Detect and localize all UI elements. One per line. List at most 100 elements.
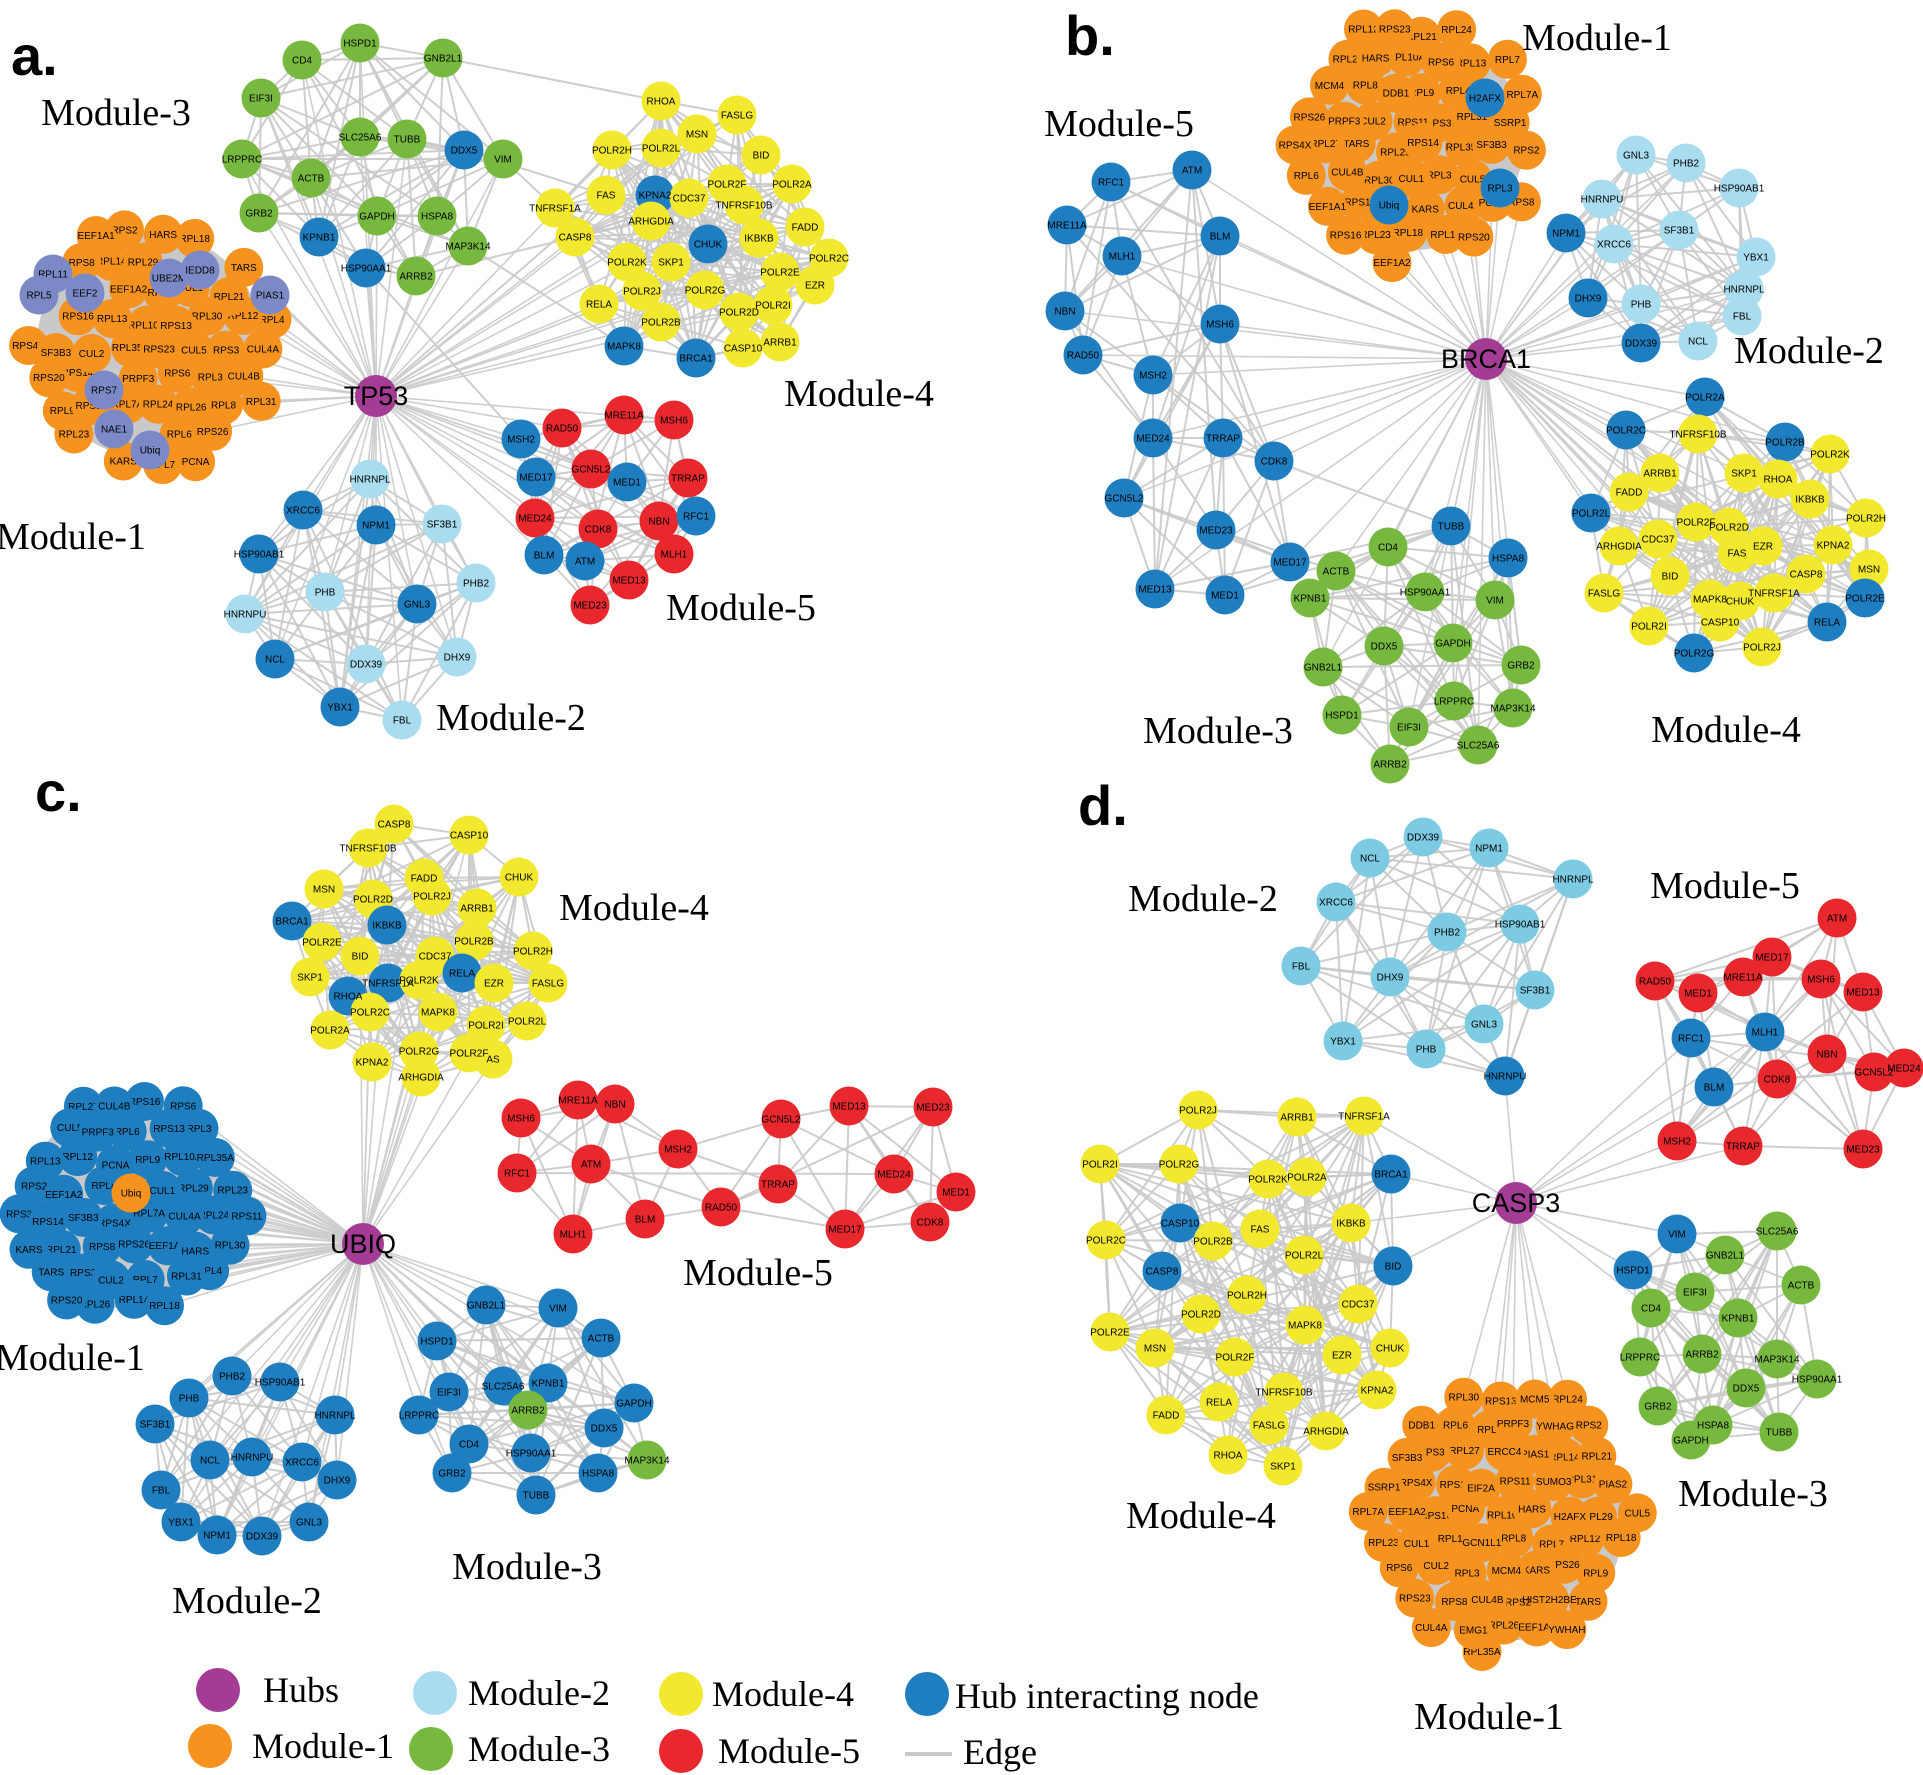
- svg-text:POLR2B: POLR2B: [454, 937, 494, 948]
- svg-text:POLR2B: POLR2B: [641, 318, 681, 329]
- svg-text:RPL6: RPL6: [167, 430, 192, 441]
- svg-text:SLC25A6: SLC25A6: [339, 133, 382, 144]
- svg-text:SSRP1: SSRP1: [1494, 118, 1527, 129]
- svg-text:TNFRSF1A: TNFRSF1A: [1338, 1112, 1390, 1123]
- svg-text:Module-4: Module-4: [712, 1674, 854, 1714]
- svg-text:RPL18: RPL18: [149, 1301, 180, 1312]
- svg-text:MSH2: MSH2: [507, 435, 535, 446]
- svg-text:MSN: MSN: [1858, 565, 1880, 576]
- svg-text:ARRB2: ARRB2: [399, 272, 433, 283]
- svg-text:MED13: MED13: [612, 576, 646, 587]
- svg-text:RPL3: RPL3: [1455, 1569, 1480, 1580]
- svg-text:RPS16: RPS16: [62, 311, 94, 322]
- svg-text:MCM4: MCM4: [1492, 1566, 1522, 1577]
- svg-text:RPS6: RPS6: [1386, 1563, 1413, 1574]
- svg-text:PCNA: PCNA: [1451, 1504, 1479, 1515]
- svg-text:FBL: FBL: [1292, 962, 1311, 973]
- svg-text:RAD50: RAD50: [705, 1203, 738, 1214]
- svg-text:Ubiq: Ubiq: [140, 446, 161, 457]
- svg-text:KPNB1: KPNB1: [532, 1379, 565, 1390]
- svg-text:POLR2L: POLR2L: [642, 144, 681, 155]
- svg-text:FBL: FBL: [393, 716, 412, 727]
- svg-text:PCNA: PCNA: [182, 457, 210, 468]
- svg-text:POLR2D: POLR2D: [1709, 523, 1749, 534]
- svg-text:POLR2B: POLR2B: [1765, 438, 1805, 449]
- svg-text:MED23: MED23: [573, 601, 607, 612]
- svg-text:DDX5: DDX5: [1371, 642, 1398, 653]
- svg-text:MED24: MED24: [1887, 1064, 1921, 1075]
- svg-text:EIF3I: EIF3I: [1397, 723, 1421, 734]
- svg-text:DDX5: DDX5: [1733, 1384, 1760, 1395]
- svg-text:Module-2: Module-2: [172, 1580, 322, 1622]
- svg-text:MRE11A: MRE11A: [604, 411, 644, 422]
- svg-text:MAPK8: MAPK8: [1693, 595, 1727, 606]
- svg-text:NCL: NCL: [1688, 337, 1708, 348]
- svg-text:CDC37: CDC37: [419, 952, 452, 963]
- svg-text:GCN5L2: GCN5L2: [762, 1115, 801, 1126]
- svg-text:MED1: MED1: [942, 1188, 970, 1199]
- svg-text:HSPD1: HSPD1: [1616, 1266, 1650, 1277]
- svg-text:NCL: NCL: [265, 655, 285, 666]
- svg-text:SSRP1: SSRP1: [1368, 1483, 1401, 1494]
- svg-text:RPS4X: RPS4X: [98, 1218, 131, 1229]
- svg-text:MED1: MED1: [1211, 591, 1239, 602]
- svg-text:Module-2: Module-2: [1128, 878, 1278, 920]
- svg-text:Module-3: Module-3: [468, 1729, 610, 1769]
- svg-text:TNFRSF10B: TNFRSF10B: [1255, 1388, 1313, 1399]
- svg-text:RFC1: RFC1: [683, 512, 710, 523]
- svg-text:CUL5: CUL5: [181, 345, 207, 356]
- svg-text:HARS: HARS: [1362, 53, 1390, 64]
- svg-text:POLR2L: POLR2L: [1285, 1251, 1324, 1262]
- svg-text:DDX5: DDX5: [451, 146, 478, 157]
- svg-text:RPS7: RPS7: [91, 386, 118, 397]
- svg-text:FBL: FBL: [152, 1486, 171, 1497]
- svg-text:POLR2H: POLR2H: [1846, 514, 1886, 525]
- svg-text:POLR2D: POLR2D: [353, 895, 393, 906]
- svg-text:BLM: BLM: [534, 551, 555, 562]
- svg-text:Module-5: Module-5: [718, 1731, 860, 1771]
- svg-text:RPS4X: RPS4X: [1279, 141, 1312, 152]
- svg-text:MED1: MED1: [1684, 989, 1712, 1000]
- svg-text:RPL23: RPL23: [59, 430, 90, 441]
- svg-text:FADD: FADD: [411, 874, 438, 885]
- svg-text:RPL31: RPL31: [1457, 112, 1488, 123]
- svg-text:MED23: MED23: [1846, 1145, 1880, 1156]
- svg-text:MSH2: MSH2: [1663, 1137, 1691, 1148]
- svg-text:RPS8: RPS8: [69, 258, 96, 269]
- svg-text:GNL3: GNL3: [296, 1518, 323, 1529]
- svg-text:Module-2: Module-2: [436, 697, 586, 739]
- svg-text:EZR: EZR: [1332, 1351, 1352, 1362]
- svg-text:TUBB: TUBB: [523, 1491, 550, 1502]
- svg-text:HSPA8: HSPA8: [1492, 554, 1524, 565]
- svg-text:EZR: EZR: [484, 979, 504, 990]
- svg-text:CUL2: CUL2: [79, 349, 105, 360]
- svg-text:RPS16: RPS16: [1330, 231, 1362, 242]
- svg-text:RPS23: RPS23: [1379, 24, 1411, 35]
- svg-text:PHB: PHB: [179, 1394, 200, 1405]
- svg-text:HSPA8: HSPA8: [421, 212, 453, 223]
- svg-text:UBE2M: UBE2M: [152, 274, 186, 285]
- svg-text:RPS26: RPS26: [118, 1240, 150, 1251]
- svg-text:RPL14: RPL14: [119, 1295, 150, 1306]
- svg-text:SLC25A6: SLC25A6: [1457, 741, 1500, 752]
- svg-text:EEF1A2: EEF1A2: [1373, 258, 1411, 269]
- svg-text:PHB: PHB: [1416, 1045, 1437, 1056]
- svg-text:NBN: NBN: [1054, 307, 1075, 318]
- svg-text:ACTB: ACTB: [588, 1334, 615, 1345]
- svg-text:RPS20: RPS20: [51, 1296, 83, 1307]
- svg-text:HNRNPL: HNRNPL: [1552, 875, 1594, 886]
- svg-text:CHUK: CHUK: [505, 873, 534, 884]
- svg-text:LRPPRC: LRPPRC: [222, 155, 263, 166]
- svg-text:TUBB: TUBB: [1438, 522, 1465, 533]
- svg-text:ATM: ATM: [1182, 166, 1202, 177]
- svg-text:ARHGDIA: ARHGDIA: [1596, 542, 1642, 553]
- svg-text:RPL35A: RPL35A: [1463, 1647, 1501, 1658]
- svg-text:RPL7: RPL7: [1495, 55, 1520, 66]
- svg-text:KARS: KARS: [1523, 1565, 1551, 1576]
- svg-text:RPL14: RPL14: [1430, 230, 1461, 241]
- svg-text:Edge: Edge: [963, 1732, 1037, 1772]
- svg-text:GCN5L2: GCN5L2: [572, 465, 611, 476]
- svg-text:RPS26: RPS26: [1294, 112, 1326, 123]
- svg-text:RPL29: RPL29: [178, 1184, 209, 1195]
- svg-text:RPL23: RPL23: [217, 1186, 248, 1197]
